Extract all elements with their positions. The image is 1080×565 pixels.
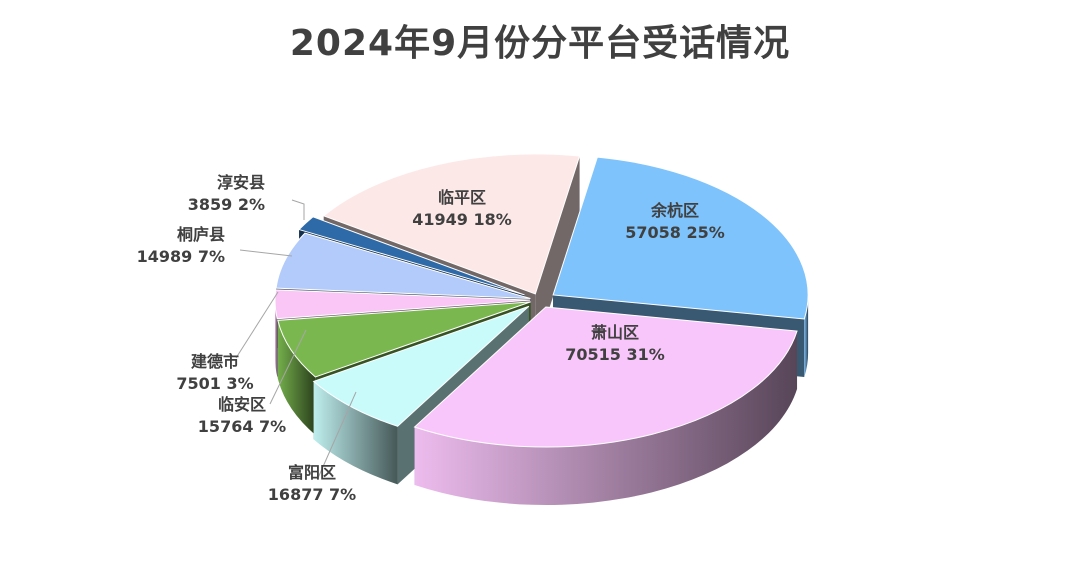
data-label: 临平区 41949 18%: [412, 188, 512, 229]
pie-slice-edge: [275, 300, 278, 377]
data-label: 桐庐县 14989 7%: [137, 225, 225, 266]
leader-line: [291, 199, 305, 220]
pie-slice-top: [275, 232, 531, 299]
pie-slice-edge: [804, 294, 809, 377]
data-label: 富阳区 16877 7%: [268, 463, 356, 504]
leader-line: [235, 291, 279, 359]
data-label-value: 14989 7%: [137, 247, 225, 266]
pie-slice-wall: [535, 156, 580, 352]
data-label: 建德市 7501 3%: [176, 352, 253, 393]
pie-slice-top: [298, 216, 525, 296]
data-label-name: 淳安县: [217, 173, 265, 192]
data-label: 淳安县 3859 2%: [188, 173, 265, 214]
data-label-name: 临平区: [438, 188, 486, 207]
data-label-value: 7501 3%: [176, 374, 253, 393]
pie-slice-top: [312, 305, 530, 427]
data-label: 临安区 15764 7%: [198, 395, 286, 436]
pie-slice-edge: [277, 320, 316, 435]
data-label-name: 富阳区: [288, 463, 336, 482]
pie-slice-top: [413, 306, 798, 448]
data-label: 余杭区 57058 25%: [625, 201, 725, 242]
data-label-name: 余杭区: [650, 201, 699, 220]
data-label: 萧山区 70515 31%: [565, 323, 665, 364]
leader-line: [317, 391, 357, 479]
data-label-value: 3859 2%: [188, 195, 265, 214]
leader-line: [239, 249, 293, 257]
pie-slice-edge: [414, 331, 798, 506]
data-label-value: 57058 25%: [625, 223, 725, 242]
data-label-value: 16877 7%: [268, 485, 356, 504]
data-label-name: 萧山区: [591, 323, 639, 342]
pie-slice-edge: [313, 381, 398, 485]
leader-line: [269, 329, 307, 405]
pie-slice-top: [322, 153, 581, 295]
data-label-value: 15764 7%: [198, 417, 286, 436]
pie-slice-top: [277, 301, 531, 378]
data-label-name: 临安区: [218, 395, 266, 414]
pie-slice: [413, 306, 798, 506]
data-label-value: 70515 31%: [565, 345, 665, 364]
chart-title: 2024年9月份分平台受话情况: [289, 23, 791, 64]
data-label-name: 建德市: [191, 352, 239, 371]
data-label-name: 桐庐县: [177, 225, 225, 244]
data-label-value: 41949 18%: [412, 210, 512, 229]
pie-slice-top: [552, 156, 809, 320]
pie-slice-top: [274, 289, 531, 320]
